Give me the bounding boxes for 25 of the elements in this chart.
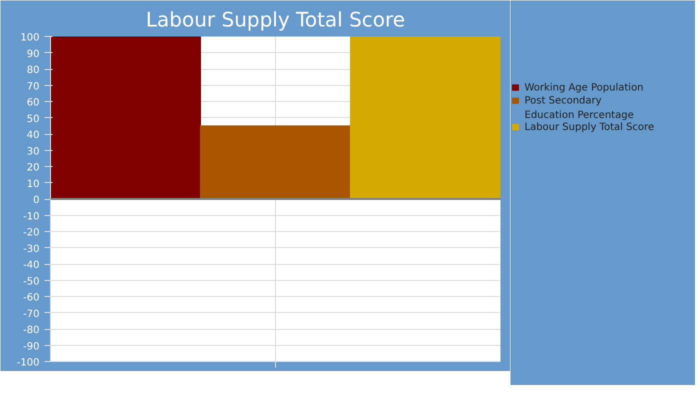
y-tick-label: -90 [23, 341, 40, 352]
y-tick-label: 50 [26, 114, 40, 125]
y-tick-label: 20 [26, 162, 40, 174]
y-tick-label: -10 [23, 211, 40, 222]
chart-title: Labour Supply Total Score [146, 8, 406, 32]
legend-label: Post Secondary Education Percentage [524, 95, 634, 121]
legend-label: Labour Supply Total Score [524, 122, 654, 133]
y-tick-label: 30 [26, 146, 40, 158]
y-tick-label: 90 [26, 48, 40, 60]
y-tick-label: -80 [23, 325, 40, 336]
y-tick-label: -100 [16, 358, 40, 368]
y-tick-label: 10 [26, 178, 40, 190]
y-tick-label: -30 [23, 244, 40, 255]
y-tick-label: 40 [26, 130, 40, 141]
y-tick-label: 0 [33, 195, 40, 206]
y-tick-label: -20 [23, 228, 40, 238]
y-tick-label: 70 [26, 81, 40, 92]
y-tick-label: -40 [23, 260, 40, 271]
legend-label: Working Age Population [524, 82, 644, 94]
y-tick-label: 60 [26, 98, 40, 108]
y-tick-label: -60 [23, 292, 40, 304]
y-tick-label: -50 [23, 276, 40, 288]
y-tick-label: 80 [26, 65, 40, 76]
y-tick-label: 100 [20, 32, 40, 44]
y-tick-label: -70 [23, 308, 40, 320]
